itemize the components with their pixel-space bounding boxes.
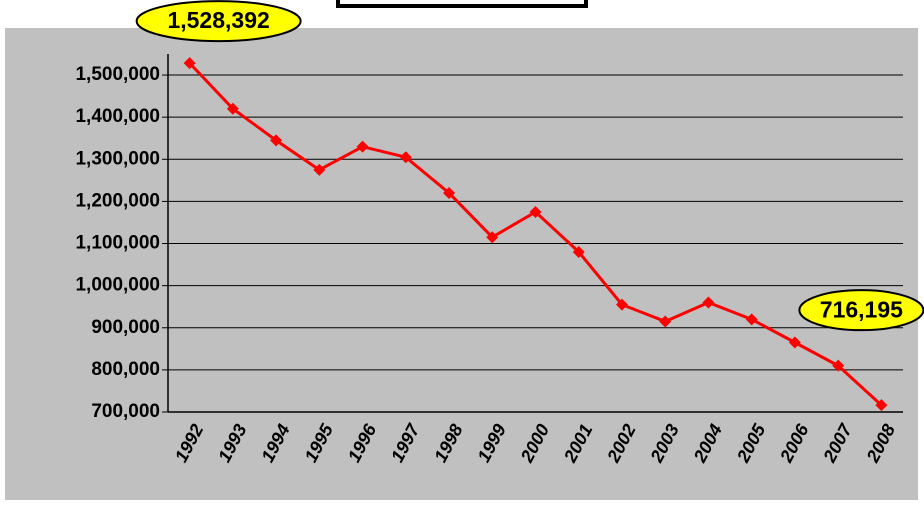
data-point: [226, 102, 239, 115]
y-tick-label: 700,000: [91, 401, 160, 422]
y-tick-label: 1,200,000: [75, 190, 160, 211]
y-tick-label: 1,100,000: [75, 233, 160, 254]
y-tick-label: 1,500,000: [75, 64, 160, 85]
annotation-bubble: [798, 289, 924, 332]
data-point: [572, 245, 585, 258]
data-point: [313, 163, 326, 176]
title-box: [336, 0, 588, 8]
data-point: [356, 140, 369, 153]
data-point: [832, 359, 845, 372]
y-tick-label: 800,000: [91, 359, 160, 380]
data-point: [443, 186, 456, 199]
data-point: [486, 231, 499, 244]
data-point: [399, 151, 412, 164]
data-point: [270, 134, 283, 147]
data-label: 1,528,392: [167, 7, 269, 33]
data-point: [702, 296, 715, 309]
y-tick-label: 1,000,000: [75, 275, 160, 296]
y-tick-label: 1,400,000: [75, 106, 160, 127]
chart-background: [5, 28, 918, 500]
data-point: [745, 313, 758, 326]
data-label: 716,195: [820, 296, 903, 322]
data-point: [659, 315, 672, 328]
data-point: [788, 336, 801, 349]
data-point: [615, 298, 628, 311]
data-point: [183, 57, 196, 70]
y-tick-label: 1,300,000: [75, 148, 160, 169]
annotation-bubble: [135, 0, 302, 43]
data-point: [875, 399, 888, 412]
y-tick-label: 900,000: [91, 317, 160, 338]
data-point: [529, 205, 542, 218]
